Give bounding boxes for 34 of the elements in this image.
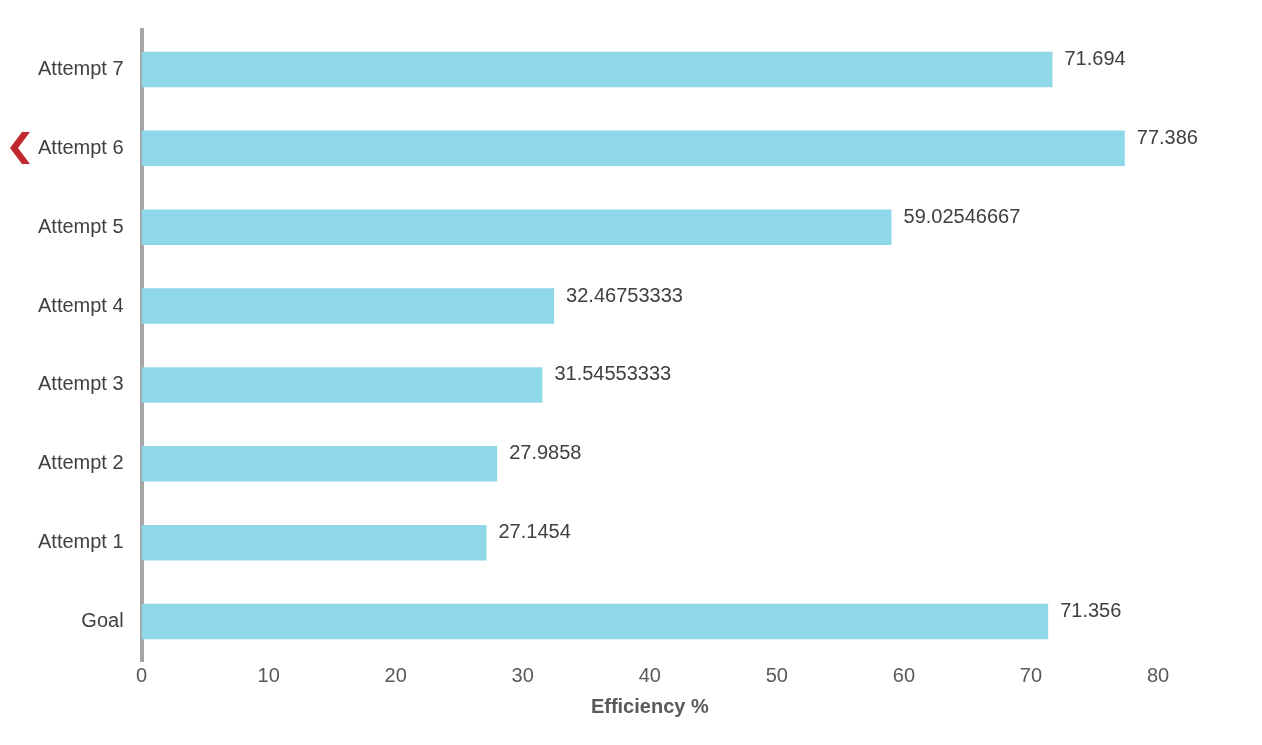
x-tick-label: 10 — [257, 663, 280, 686]
bar — [141, 367, 543, 403]
bar — [141, 524, 487, 561]
bar — [141, 446, 498, 482]
y-tick-label: Attempt 1 — [37, 530, 124, 553]
x-tick-label: 30 — [511, 663, 534, 686]
y-tick-label: Attempt 3 — [37, 372, 124, 395]
data-label: 71.356 — [1060, 599, 1122, 622]
y-tick-label: Attempt 7 — [37, 56, 124, 79]
y-tick-label: Attempt 5 — [37, 214, 124, 237]
bar — [141, 51, 1053, 88]
x-tick-label: 0 — [136, 663, 148, 686]
x-tick-label: 70 — [1019, 663, 1043, 686]
bar — [141, 288, 555, 324]
y-tick-label: Goal — [81, 609, 124, 632]
y-tick-label: Attempt 6 — [37, 135, 124, 158]
bar — [141, 209, 892, 245]
data-label: 27.1454 — [498, 520, 571, 543]
y-tick-label: Attempt 4 — [37, 293, 124, 316]
bar — [141, 130, 1125, 167]
x-tick-label: 50 — [765, 663, 788, 686]
data-label: 27.9858 — [509, 441, 582, 464]
x-tick-label: 40 — [638, 663, 661, 686]
data-label: 77.386 — [1136, 125, 1198, 148]
bar — [141, 603, 1049, 640]
data-label: 31.54553333 — [554, 362, 672, 385]
data-label: 32.46753333 — [566, 283, 683, 306]
x-tick-label: 60 — [892, 663, 916, 686]
data-label: 59.02546667 — [903, 204, 1021, 227]
x-axis-title: Efficiency % — [590, 694, 709, 717]
x-tick-label: 80 — [1146, 663, 1170, 686]
data-label: 71.694 — [1064, 46, 1126, 69]
x-tick-label: 20 — [384, 663, 407, 686]
y-tick-label: Attempt 2 — [37, 451, 124, 474]
